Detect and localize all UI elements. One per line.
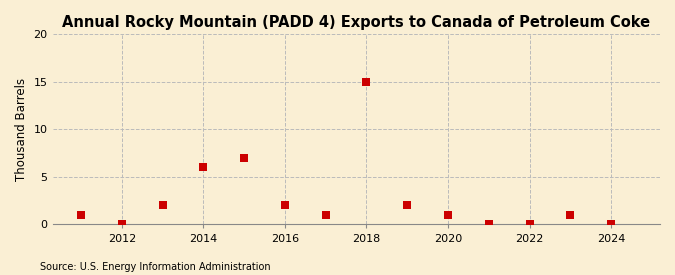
Point (321, 213, 331, 217)
Y-axis label: Thousand Barrels: Thousand Barrels (15, 78, 28, 181)
Title: Annual Rocky Mountain (PADD 4) Exports to Canada of Petroleum Coke: Annual Rocky Mountain (PADD 4) Exports t… (62, 15, 650, 30)
Point (443, 213, 454, 217)
Point (565, 213, 576, 217)
Text: Source: U.S. Energy Information Administration: Source: U.S. Energy Information Administ… (40, 262, 271, 272)
Point (524, 222, 535, 227)
Point (76, 213, 86, 217)
Point (279, 203, 290, 208)
Point (361, 79, 372, 84)
Point (157, 203, 168, 208)
Point (198, 165, 209, 169)
Point (239, 156, 250, 160)
Point (605, 222, 616, 227)
Point (402, 203, 412, 208)
Point (117, 222, 128, 227)
Point (483, 222, 494, 227)
